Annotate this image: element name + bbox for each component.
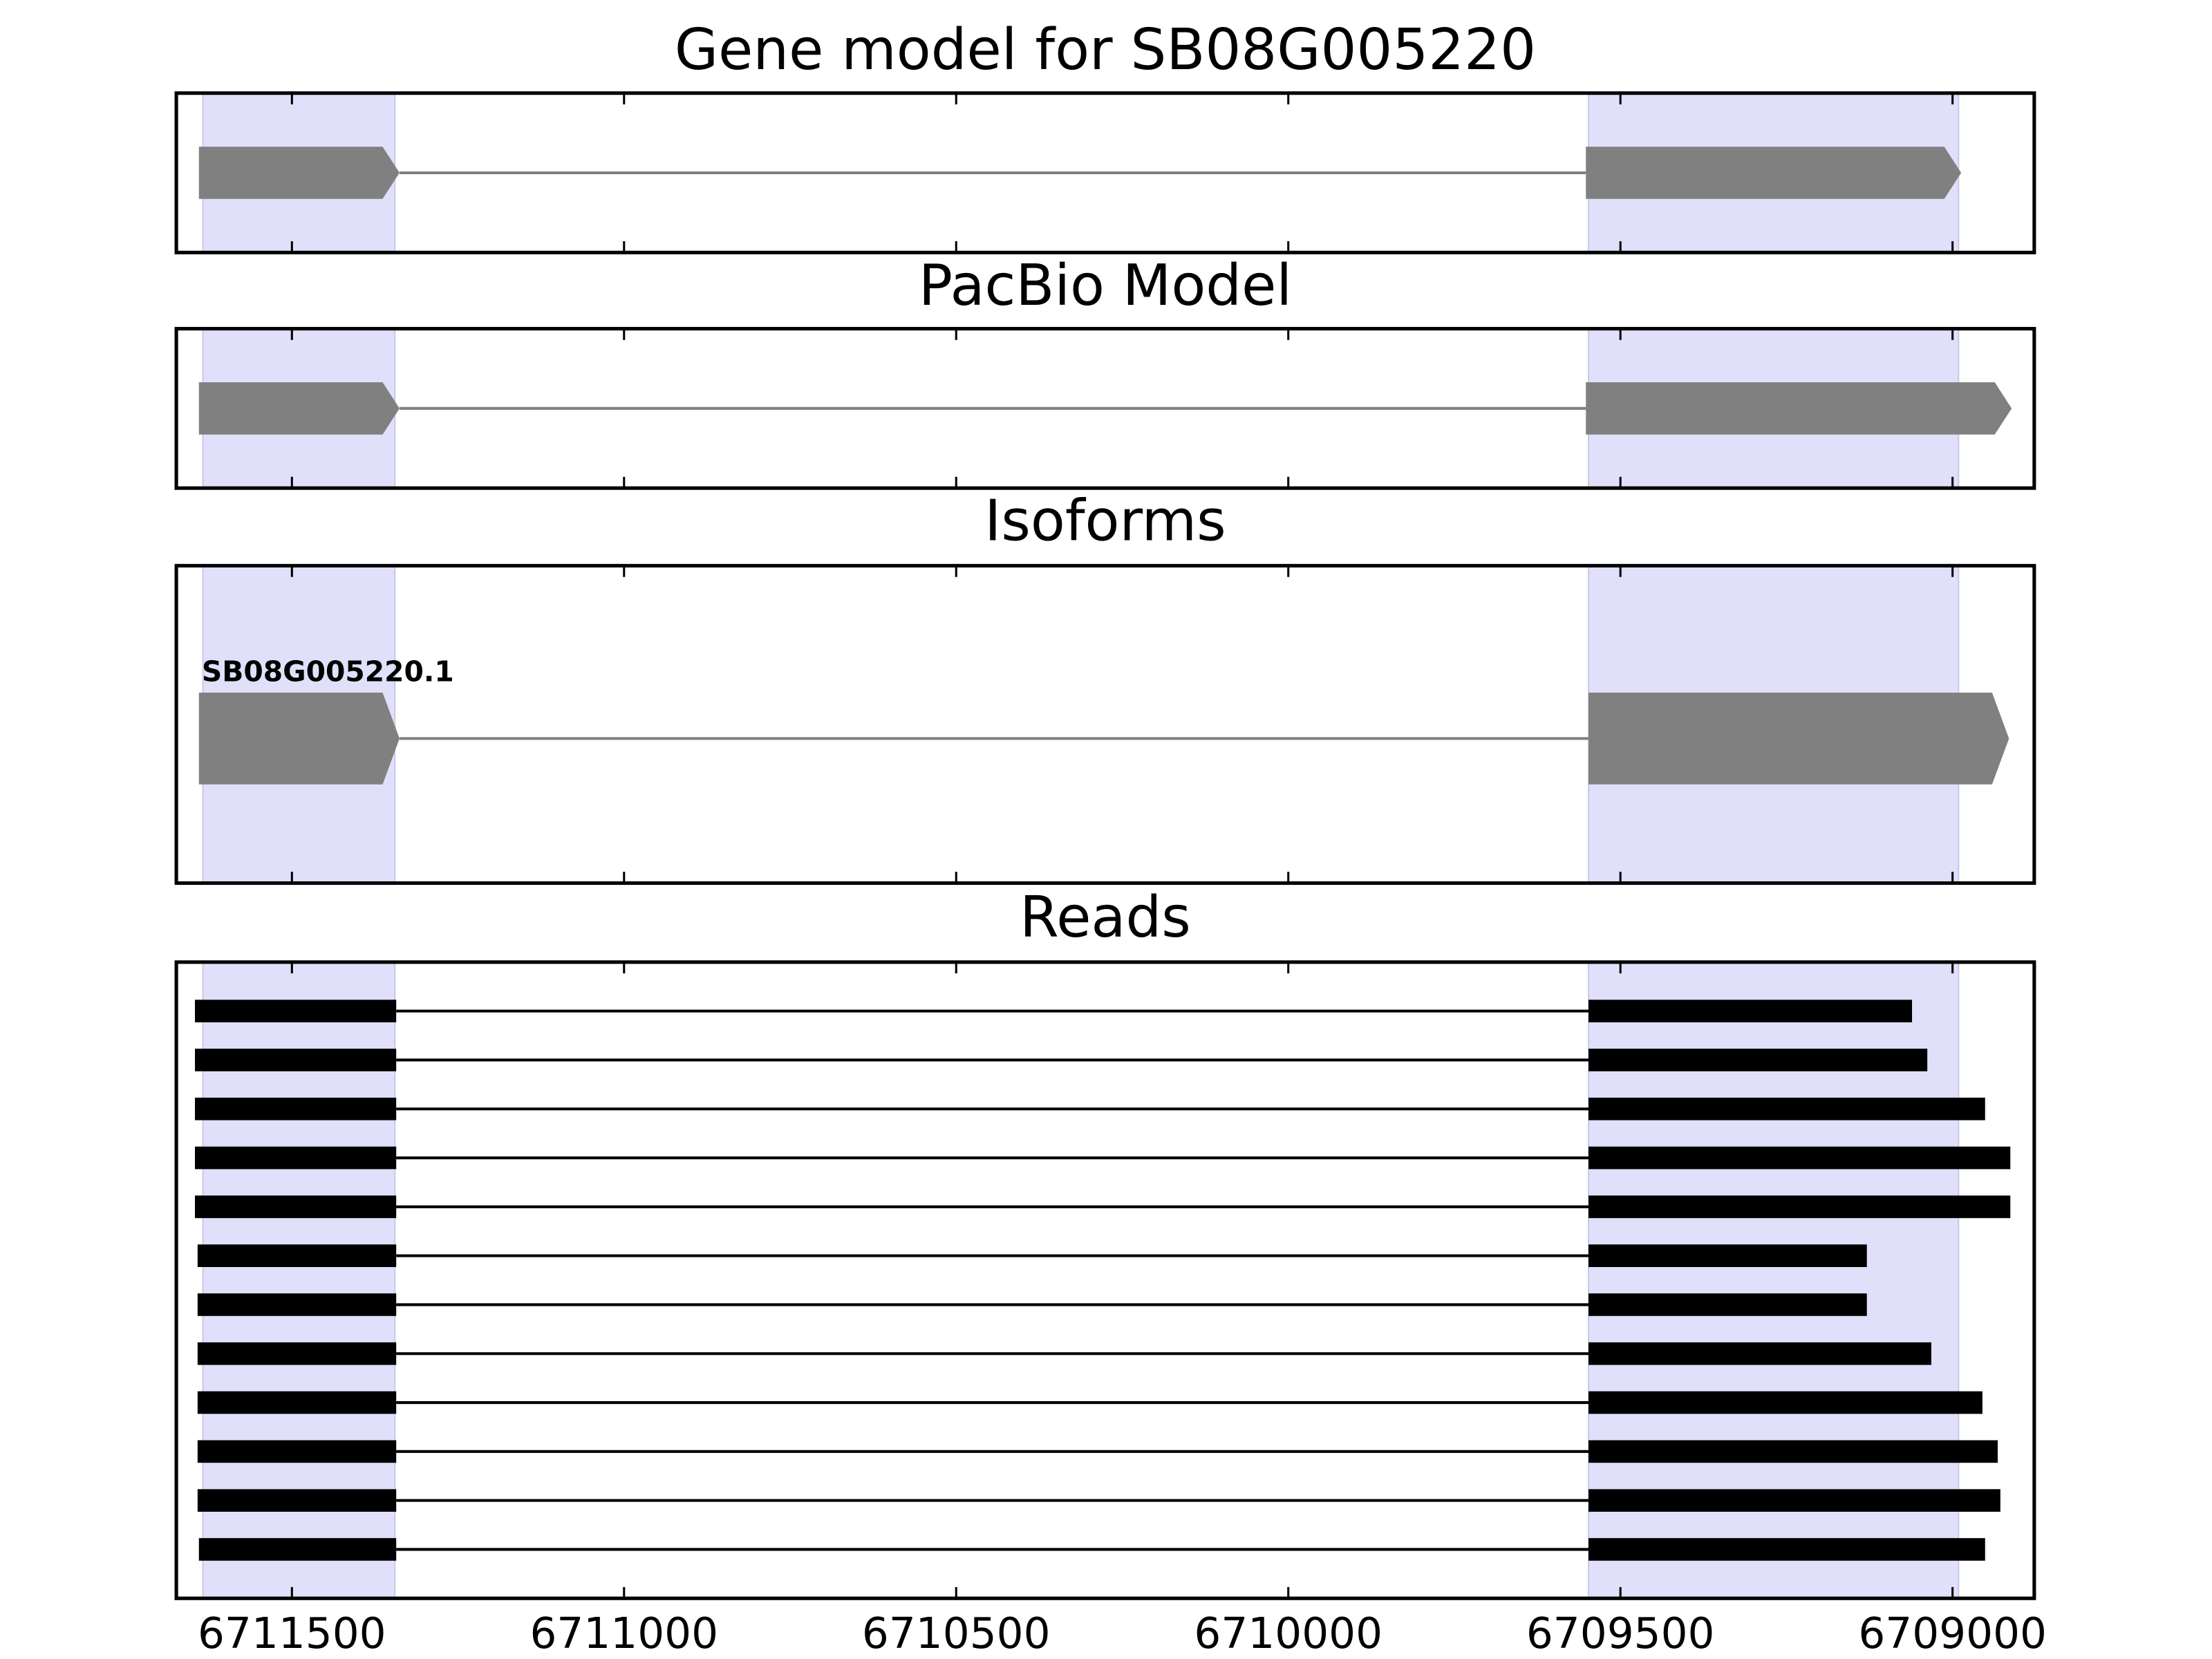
- exon: [1588, 1049, 1928, 1071]
- panel-title: PacBio Model: [919, 253, 1292, 319]
- exon: [1588, 1440, 1998, 1463]
- exon: [198, 1538, 397, 1561]
- exon: [1588, 1146, 2011, 1170]
- x-tick-label: 6709000: [1858, 1609, 2047, 1658]
- exon: [1588, 1342, 1931, 1365]
- panel-frame: [174, 326, 2036, 490]
- exon: [197, 1244, 397, 1267]
- panel-frame: [174, 91, 2036, 254]
- panel-frame: [174, 960, 2036, 1600]
- exon: [197, 1342, 397, 1365]
- panel-title: Gene model for SB08G005220: [675, 17, 1536, 83]
- exon: [1588, 1195, 2011, 1219]
- exon: [197, 1391, 397, 1414]
- exon: [1588, 1489, 2000, 1512]
- exon: [1588, 1293, 1867, 1316]
- x-tick-label: 6711500: [198, 1609, 386, 1658]
- exon: [197, 1489, 397, 1512]
- exon: [1588, 693, 2009, 785]
- exon: [198, 382, 400, 435]
- panel-title: Isoforms: [984, 489, 1226, 554]
- exon: [197, 1293, 397, 1316]
- x-tick-label: 6710000: [1194, 1609, 1382, 1658]
- exon: [195, 1097, 397, 1121]
- exon: [1586, 147, 1962, 199]
- exon: [195, 1000, 397, 1022]
- panel-title: Reads: [1020, 885, 1191, 950]
- exon: [1588, 1538, 1985, 1561]
- exon: [1588, 1097, 1985, 1121]
- exon: [195, 1049, 397, 1071]
- x-tick-label: 6711000: [529, 1609, 718, 1658]
- x-tick-label: 6709500: [1526, 1609, 1715, 1658]
- x-tick-label: 6710500: [862, 1609, 1051, 1658]
- isoform-label: SB08G005220.1: [202, 655, 454, 688]
- exon: [1588, 1391, 1983, 1414]
- exon: [198, 693, 400, 785]
- exon: [197, 1440, 397, 1463]
- exon: [198, 147, 400, 199]
- exon: [195, 1146, 397, 1170]
- exon: [1586, 382, 2012, 435]
- exon: [195, 1195, 397, 1219]
- exon: [1588, 1000, 1913, 1022]
- panel-frame: [174, 563, 2036, 885]
- exon: [1588, 1244, 1867, 1267]
